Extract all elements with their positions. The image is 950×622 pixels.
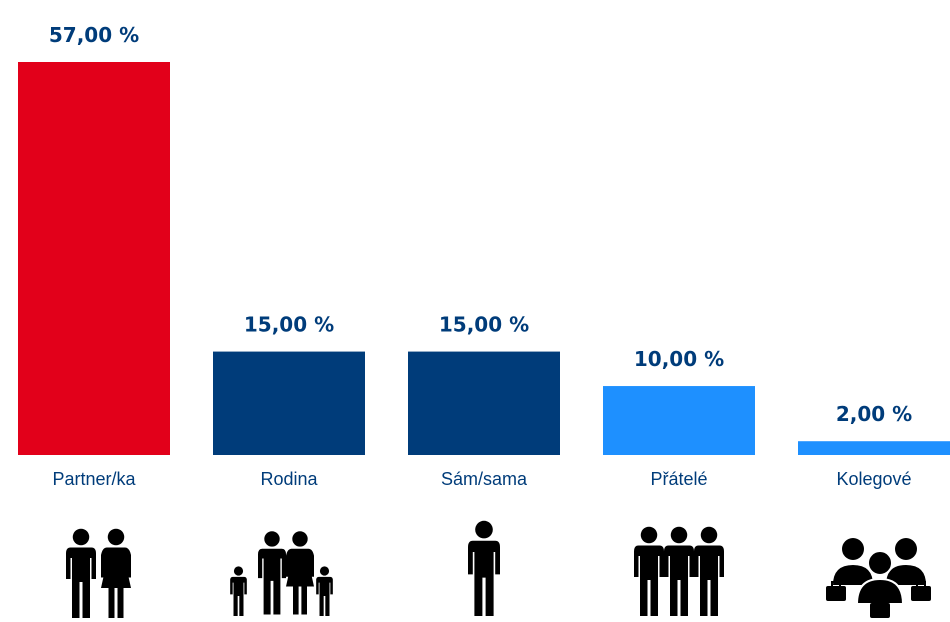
icon-alone (468, 520, 500, 616)
icon-couple (66, 528, 131, 618)
value-label: 15,00 % (439, 313, 529, 337)
bar (603, 386, 755, 455)
category-label: Přátelé (650, 469, 707, 489)
bar (408, 351, 560, 455)
value-label: 10,00 % (634, 347, 724, 371)
value-label: 2,00 % (836, 402, 912, 426)
category-label: Rodina (260, 469, 318, 489)
bar (213, 351, 365, 455)
bar (18, 62, 170, 455)
icon-colleagues (826, 538, 931, 618)
category-label: Partner/ka (52, 469, 136, 489)
icon-friends (634, 526, 724, 616)
icon-family (230, 531, 333, 616)
category-label: Sám/sama (441, 469, 528, 489)
category-label: Kolegové (836, 469, 911, 489)
value-label: 15,00 % (244, 313, 334, 337)
value-label: 57,00 % (49, 23, 139, 47)
bar (798, 441, 950, 455)
